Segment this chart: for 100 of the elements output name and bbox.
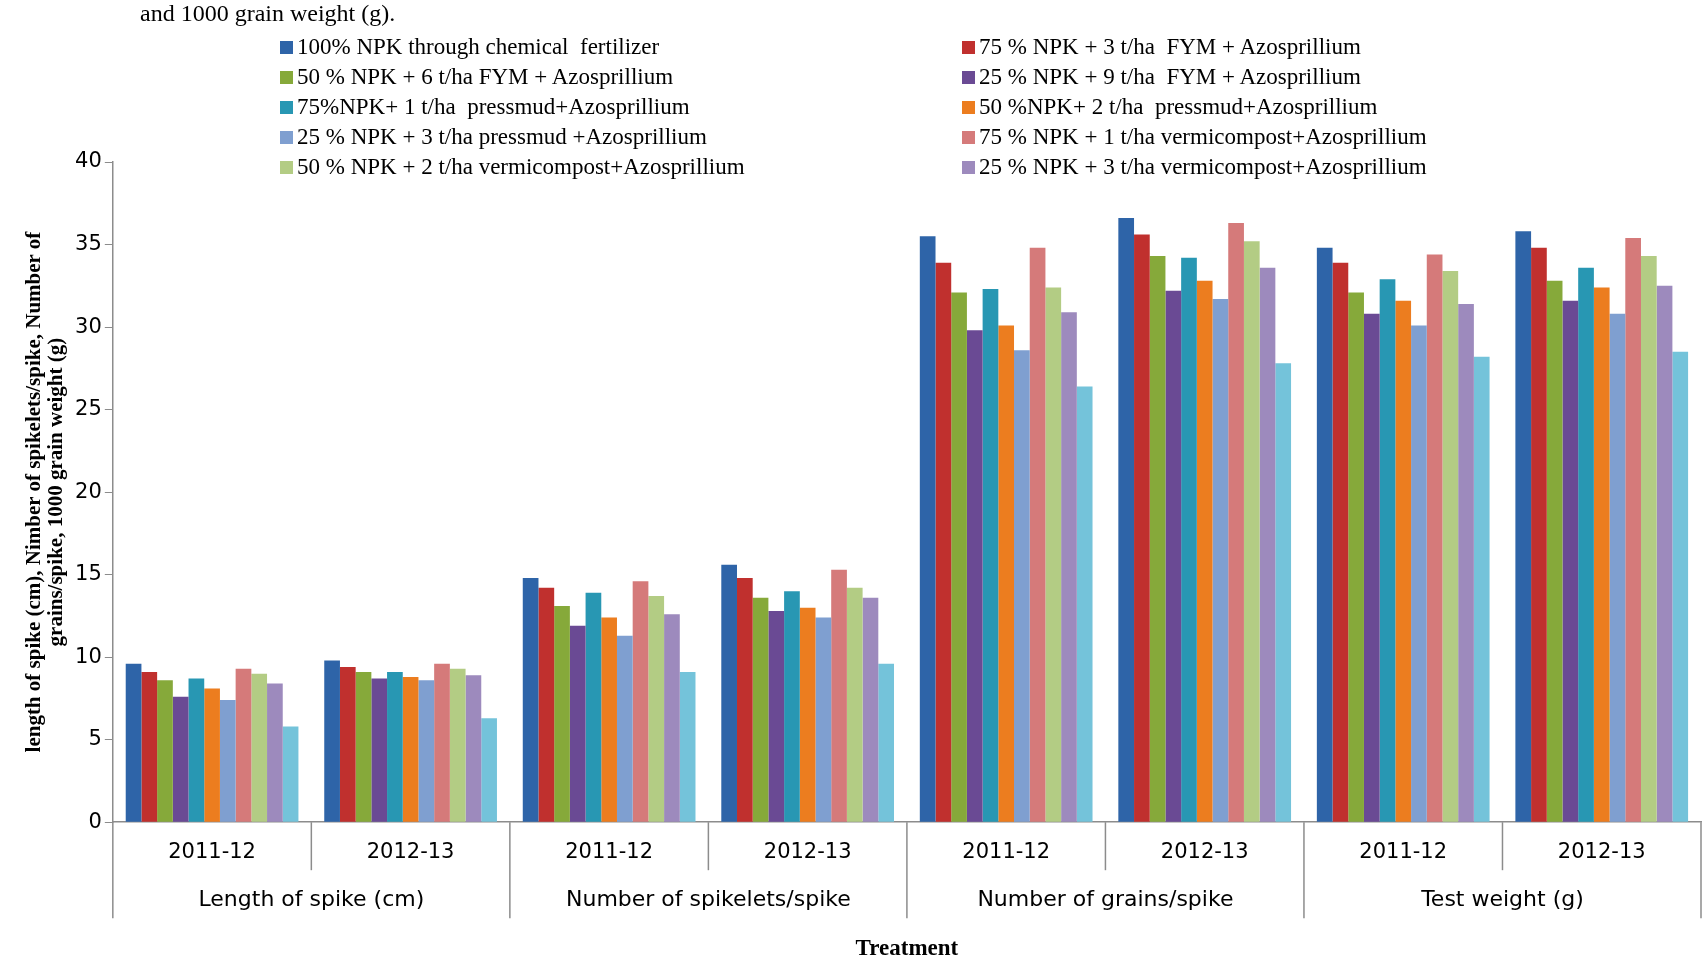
bar bbox=[1165, 290, 1182, 822]
y-tick-label: 20 bbox=[75, 478, 102, 503]
y-tick-label: 25 bbox=[75, 396, 102, 421]
x-tick-label: 2012-13 bbox=[1160, 839, 1249, 864]
x-tick-label: 2011-12 bbox=[1359, 839, 1448, 864]
y-tick-label: 15 bbox=[75, 561, 102, 586]
bar bbox=[554, 605, 570, 822]
bar bbox=[434, 663, 450, 822]
bar bbox=[679, 672, 696, 822]
bar bbox=[1672, 351, 1689, 822]
bar bbox=[235, 668, 252, 822]
bar bbox=[1149, 256, 1166, 822]
bar bbox=[282, 726, 299, 822]
legend-label: 75%NPK+ 1 t/ha pressmud+Azosprillium bbox=[297, 94, 690, 120]
bar bbox=[1045, 287, 1062, 822]
bar bbox=[251, 673, 268, 822]
bar bbox=[157, 680, 173, 822]
bar bbox=[1029, 247, 1046, 822]
bar bbox=[1531, 247, 1547, 822]
bar bbox=[878, 663, 895, 822]
y-tick-label: 10 bbox=[75, 643, 102, 668]
y-tick-label: 5 bbox=[88, 726, 102, 751]
bar bbox=[768, 610, 785, 822]
y-axis-title: length of spike (cm), Nimber of spikelets/spike, Number of grains/spike, 1000 grain weight (g) bbox=[21, 230, 68, 753]
bar bbox=[799, 607, 816, 822]
bar bbox=[1379, 279, 1396, 822]
text: and 1000 grain weight (g). bbox=[140, 0, 396, 27]
bar bbox=[1562, 300, 1579, 822]
text: Number of spikelets/spike bbox=[566, 885, 851, 911]
bar bbox=[1348, 292, 1364, 822]
bar bbox=[1259, 267, 1276, 822]
bar bbox=[1076, 386, 1093, 822]
y-tick-label: 40 bbox=[75, 148, 102, 173]
bar bbox=[736, 577, 753, 822]
bar bbox=[1228, 223, 1244, 822]
bar bbox=[522, 577, 539, 822]
x-tick-label: 2011-12 bbox=[962, 839, 1051, 864]
bar bbox=[1181, 257, 1197, 822]
bar bbox=[324, 660, 340, 822]
bar bbox=[998, 325, 1015, 822]
bar bbox=[1458, 303, 1474, 822]
bar bbox=[1395, 300, 1412, 822]
bar bbox=[601, 617, 617, 822]
x-tick-label: 2012-13 bbox=[366, 839, 455, 864]
bar bbox=[632, 581, 649, 822]
text: Length of spike (cm) bbox=[198, 885, 425, 911]
legend-label: 50 % NPK + 2 t/ha vermicompost+Azosprillium bbox=[297, 154, 745, 180]
bar bbox=[1442, 270, 1459, 822]
bar bbox=[919, 236, 936, 822]
bar bbox=[219, 700, 236, 822]
bar bbox=[616, 635, 633, 822]
legend-label: 50 %NPK+ 2 t/ha pressmud+Azosprillium bbox=[979, 94, 1378, 120]
bar bbox=[951, 292, 967, 822]
x-tick-label: 2011-12 bbox=[168, 839, 256, 864]
bar bbox=[1196, 280, 1213, 822]
bar bbox=[1275, 363, 1292, 822]
bar bbox=[935, 262, 952, 822]
bar bbox=[481, 718, 497, 822]
bar bbox=[1515, 231, 1532, 822]
bar bbox=[831, 569, 847, 822]
bar bbox=[784, 591, 800, 822]
bar bbox=[1640, 256, 1657, 822]
bar bbox=[402, 676, 419, 822]
bar bbox=[355, 672, 372, 822]
bar bbox=[1593, 287, 1610, 822]
bar bbox=[1656, 285, 1673, 822]
bar bbox=[1118, 218, 1135, 822]
x-tick-label: 2011-12 bbox=[565, 839, 653, 864]
bar bbox=[125, 663, 142, 822]
bar bbox=[721, 564, 737, 822]
bar bbox=[1546, 280, 1563, 822]
legend-label: 100% NPK through chemical fertilizer bbox=[297, 34, 660, 60]
bar bbox=[1609, 313, 1626, 822]
y-tick-label: 35 bbox=[75, 230, 102, 255]
x-axis-title: Treatment bbox=[855, 935, 959, 961]
x-tick-label: 2012-13 bbox=[1557, 839, 1646, 864]
text: Number of grains/spike bbox=[977, 885, 1234, 911]
bar bbox=[1578, 267, 1594, 822]
bar bbox=[418, 680, 435, 822]
legend-label: 25 % NPK + 3 t/ha vermicompost+Azosprillium bbox=[979, 154, 1427, 180]
bar bbox=[449, 668, 466, 822]
bar bbox=[1061, 312, 1077, 822]
legend-label: 50 % NPK + 6 t/ha FYM + Azosprillium bbox=[297, 64, 674, 90]
bar bbox=[387, 672, 403, 822]
bar bbox=[862, 597, 879, 822]
bar bbox=[538, 587, 555, 822]
bar bbox=[846, 587, 863, 822]
bar bbox=[1212, 298, 1229, 822]
y-tick-label: 0 bbox=[88, 808, 102, 833]
bar bbox=[1332, 262, 1349, 822]
bar bbox=[339, 667, 356, 822]
bar bbox=[664, 614, 680, 822]
bar bbox=[1134, 234, 1150, 822]
legend-label: 25 % NPK + 9 t/ha FYM + Azosprillium bbox=[979, 64, 1361, 90]
bar bbox=[815, 617, 832, 822]
legend-label: 75 % NPK + 1 t/ha vermicompost+Azosprillium bbox=[979, 124, 1427, 150]
bar bbox=[569, 625, 586, 822]
bar bbox=[1411, 325, 1427, 822]
bar bbox=[267, 683, 283, 822]
bar bbox=[1426, 254, 1443, 822]
